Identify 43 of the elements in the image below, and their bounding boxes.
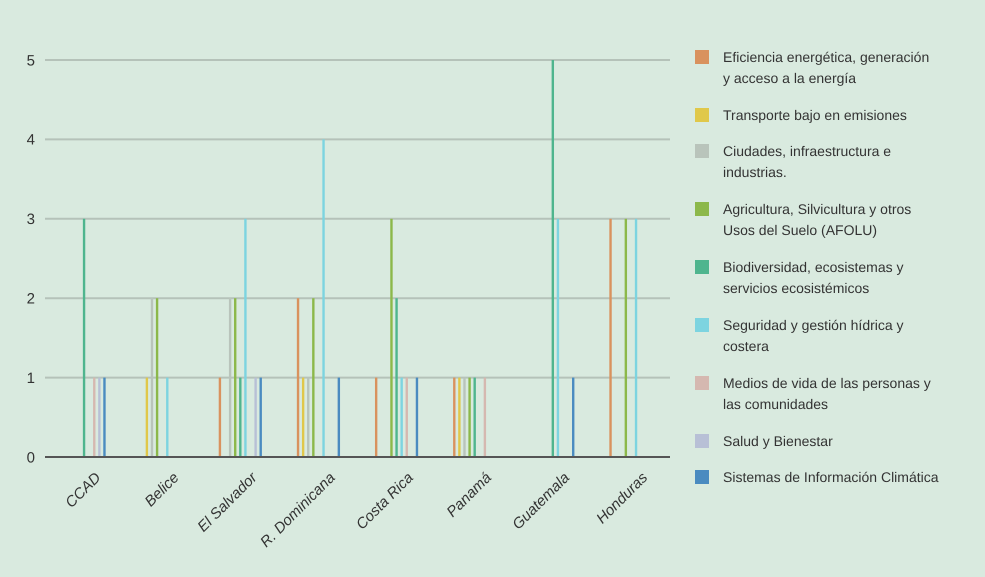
bar — [395, 298, 398, 457]
bar — [556, 218, 560, 457]
bar — [374, 378, 378, 457]
bar — [624, 218, 628, 457]
bar — [552, 60, 554, 457]
bar — [93, 378, 96, 457]
legend-label: Eficiencia energética, generación y acceso a la energía — [723, 49, 930, 86]
bar — [260, 378, 262, 457]
bar — [468, 378, 471, 457]
bar — [572, 378, 574, 457]
bar — [166, 378, 168, 457]
y-tick-label: 5 — [26, 52, 35, 70]
bar — [302, 378, 304, 457]
legend-label: Ciudades, infraestructura e industrias. — [723, 143, 892, 180]
y-tick-label: 3 — [26, 211, 35, 228]
bar — [146, 378, 148, 457]
bar — [400, 378, 403, 457]
bar — [244, 218, 247, 457]
legend-label: Sistemas de Información Climática — [723, 469, 939, 485]
bar — [338, 378, 340, 457]
bar — [156, 298, 158, 457]
bar — [453, 378, 456, 457]
bar — [234, 298, 236, 457]
bar — [312, 298, 315, 457]
bar — [218, 378, 222, 457]
bar — [406, 378, 408, 457]
legend-label: Agricultura, Silvicultura y otros Usos del Suelo (AFOLU) — [723, 201, 912, 238]
bar — [458, 378, 461, 457]
bar — [239, 378, 242, 457]
bar — [254, 378, 257, 457]
bar — [484, 378, 486, 457]
legend-label: Seguridad y gestión hídrica y costera — [723, 317, 904, 354]
y-tick-label: 2 — [26, 290, 35, 308]
bar — [98, 378, 101, 457]
legend-label: Transporte bajo en emisiones — [723, 107, 907, 123]
y-tick-label: 4 — [26, 132, 35, 149]
bar — [82, 218, 86, 457]
legend-label: Medios de vida de las personas y las comunidades — [723, 375, 931, 412]
y-tick-label: 0 — [26, 449, 35, 466]
y-tick-label: 1 — [26, 370, 35, 387]
bar — [473, 378, 476, 457]
legend-label: Salud y Bienestar — [723, 433, 834, 449]
legend-label: Biodiversidad, ecosistemas y servicios ecosistémicos — [723, 259, 904, 296]
